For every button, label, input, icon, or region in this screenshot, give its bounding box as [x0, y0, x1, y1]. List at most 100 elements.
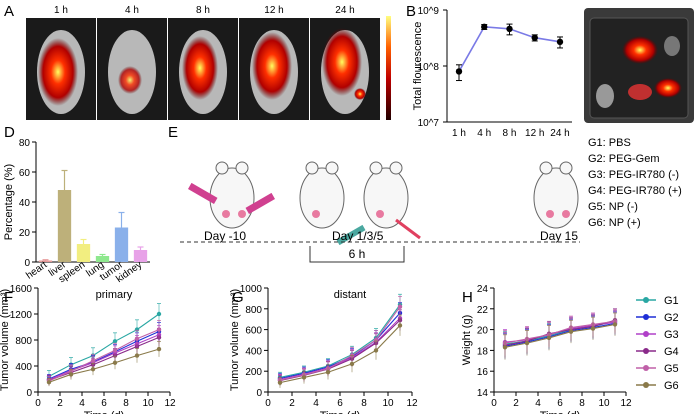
panel-g-data-point: [397, 304, 403, 309]
panel-b-y-tick-label: 10^7: [418, 118, 440, 129]
panel-f-data-point: [156, 327, 162, 332]
panel-f-x-tick-label: 8: [123, 398, 129, 409]
panel-d-y-tick-label: 60: [19, 168, 31, 179]
mouse-illustration-4: [533, 161, 579, 229]
panel-g-x-tick-label: 0: [265, 398, 271, 409]
panel-h-x-tick-label: 4: [535, 398, 541, 409]
panel-label-g: G: [232, 289, 244, 306]
panel-g-y-axis-title: Tumor volume (mm³): [229, 289, 241, 391]
panel-h-y-axis-title: Weight (g): [461, 315, 473, 366]
panel-g-x-tick-label: 12: [406, 398, 418, 409]
panel-h-data-point: [546, 335, 552, 341]
panel-g-data-point: [373, 348, 379, 353]
panel-label-b: B: [406, 3, 416, 20]
panel-d-bar: [57, 190, 72, 262]
panel-f-data-point: [134, 353, 140, 358]
panel-f-data-point: [68, 372, 74, 377]
panel-g-series-line-g1: [279, 304, 401, 378]
panel-label-h: H: [462, 289, 473, 306]
timepoint-label-4: 12 h: [264, 5, 283, 16]
panel-h-y-tick-label: 24: [477, 284, 489, 295]
panel-h-data-point: [612, 322, 618, 327]
panel-f-title: primary: [96, 289, 133, 301]
group-label-1: G1: PBS: [588, 137, 631, 149]
panel-g-title: distant: [334, 289, 366, 301]
panel-f-series-line-g3: [48, 334, 160, 381]
panel-g-series-line-g3: [279, 317, 401, 381]
timepoint-label-5: 24 h: [335, 5, 354, 16]
organ-heart: [596, 84, 614, 108]
legend-marker-g4: [643, 348, 649, 354]
panel-b-y-tick-label: 10^9: [418, 6, 440, 17]
panel-f-x-tick-label: 10: [142, 398, 154, 409]
panel-g-y-tick-label: 0: [256, 388, 262, 399]
panel-f-data-point: [112, 339, 118, 344]
organ-liver: [622, 36, 658, 64]
panel-g-x-tick-label: 2: [289, 398, 295, 409]
panel-b-x-tick-label: 8 h: [503, 128, 517, 139]
panel-f-y-tick-label: 800: [15, 336, 32, 347]
panel-g-y-tick-label: 200: [245, 367, 262, 378]
legend-label-g1: G1: [664, 295, 679, 307]
panel-h-data-point: [590, 326, 596, 331]
day-label-1: Day -10: [204, 229, 246, 243]
panel-h-data-point: [502, 345, 508, 350]
panel-d-y-axis-title: Percentage (%): [3, 164, 15, 240]
panel-b-data-point: [455, 68, 463, 75]
panel-d-y-tick-label: 40: [19, 198, 31, 209]
timepoint-label-3: 8 h: [196, 5, 210, 16]
legend-label-g3: G3: [664, 329, 679, 341]
panel-b-y-tick-label: 10^8: [418, 62, 440, 73]
panel-h-y-tick-label: 14: [477, 388, 489, 399]
panel-g-series-line-g6: [279, 325, 401, 384]
organ-kidney: [664, 36, 680, 56]
panel-h-x-tick-label: 12: [620, 398, 632, 409]
legend-label-g4: G4: [664, 346, 679, 358]
panel-d-y-tick-label: 80: [19, 138, 31, 149]
panel-d-bar: [76, 244, 91, 262]
panel-h-y-tick-label: 18: [477, 346, 489, 357]
panel-g-data-point: [397, 323, 403, 328]
panel-f-x-tick-label: 4: [79, 398, 85, 409]
panel-f-x-tick-label: 12: [164, 398, 176, 409]
legend-label-g6: G6: [664, 380, 679, 392]
panel-f-series-line-g5: [48, 329, 160, 382]
panel-d-bar: [133, 250, 148, 262]
imaging-panel: 1 h 4 h 8 h 12 h 24 h: [26, 5, 391, 120]
panel-d-y-tick-label: 20: [19, 228, 31, 239]
panel-g-data-point: [277, 380, 283, 385]
panel-h-y-tick-label: 20: [477, 326, 489, 337]
day-label-3: Day 15: [540, 229, 578, 243]
panel-h-data-point: [524, 340, 530, 346]
group-label-2: G2: PEG-Gem: [588, 153, 660, 165]
panel-g-y-tick-label: 1000: [240, 284, 263, 295]
panel-f-x-tick-label: 0: [35, 398, 41, 409]
mouse-illustration-2: [299, 161, 366, 246]
ex-vivo-image: [584, 8, 694, 123]
panel-f-data-point: [90, 367, 96, 372]
mouse-illustration-1: [209, 161, 255, 229]
panel-b-x-tick-label: 1 h: [452, 128, 466, 139]
panel-h-y-tick-label: 22: [477, 305, 489, 316]
fluorescence-signals: [38, 28, 366, 106]
panel-h-y-tick-label: 16: [477, 367, 489, 378]
panel-h-x-axis-title: Time (d): [540, 410, 581, 414]
group-label-3: G3: PEG-IR780 (-): [588, 169, 679, 181]
legend-label-g2: G2: [664, 312, 679, 324]
panel-h-x-tick-label: 8: [579, 398, 585, 409]
panel-b-data-point: [506, 25, 513, 33]
timepoint-label-2: 4 h: [125, 5, 139, 16]
panel-f-data-point: [112, 348, 118, 353]
legend-marker-g6: [643, 382, 649, 388]
panel-b-data-point: [481, 23, 488, 31]
panel-h-series-line-g2: [504, 322, 616, 347]
panel-f-data-point: [112, 360, 118, 365]
panel-h-x-tick-label: 2: [513, 398, 519, 409]
mouse-illustration-3: [363, 161, 421, 240]
panel-label-e: E: [168, 124, 178, 141]
panel-f-data-point: [134, 327, 140, 332]
panel-f-series-line-g4: [48, 336, 160, 381]
panel-f-x-axis-title: Time (d): [84, 410, 125, 414]
